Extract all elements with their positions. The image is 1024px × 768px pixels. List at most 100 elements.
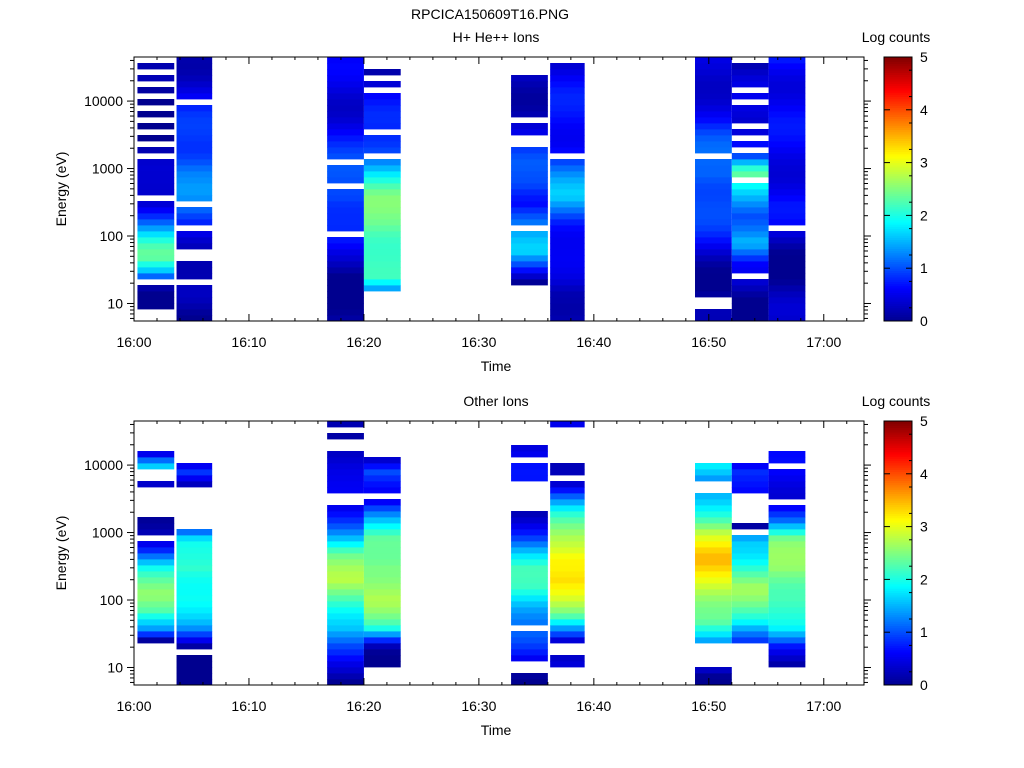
spectrogram-cell	[550, 577, 585, 584]
spectrogram-cell	[137, 523, 175, 530]
spectrogram-cell	[511, 565, 548, 572]
spectrogram-cell	[137, 297, 175, 304]
colorbar-swatch	[884, 79, 912, 82]
spectrogram-cell	[550, 613, 585, 620]
spectrogram-cell	[511, 87, 548, 94]
spectrogram-cell	[768, 57, 806, 64]
spectrogram-cell	[550, 559, 585, 566]
colorbar-swatch	[884, 467, 912, 470]
spectrogram-cell	[768, 279, 806, 286]
spectrogram-cell	[550, 553, 585, 560]
colorbar-swatch	[884, 277, 912, 280]
spectrogram-cell	[176, 285, 213, 292]
spectrogram-cell	[327, 433, 364, 440]
x-tick-label: 16:50	[691, 334, 726, 350]
spectrogram-cell	[363, 571, 401, 578]
spectrogram-cell	[768, 643, 806, 650]
spectrogram-cell	[511, 655, 548, 662]
spectrogram-cell	[768, 171, 806, 178]
spectrogram-cell	[176, 237, 213, 244]
colorbar-swatch	[884, 634, 912, 638]
spectrogram-cell	[511, 177, 548, 184]
colorbar-swatch	[884, 301, 912, 304]
colorbar-swatch	[884, 649, 912, 653]
panel-title: Other Ions	[463, 393, 528, 409]
spectrogram-cell	[137, 595, 175, 602]
spectrogram-cell	[176, 475, 213, 482]
spectrogram-cell	[550, 315, 585, 322]
spectrogram-cell	[768, 219, 806, 226]
spectrogram-cell	[176, 195, 213, 202]
spectrogram-cell	[363, 111, 401, 118]
colorbar-swatch	[884, 454, 912, 457]
spectrogram-cell	[695, 541, 732, 548]
spectrogram-cell	[550, 309, 585, 316]
spectrogram-cell	[695, 267, 732, 274]
spectrogram-cell	[550, 481, 585, 488]
spectrogram-cell	[731, 547, 769, 554]
spectrogram-cell	[550, 171, 585, 178]
colorbar-swatch	[884, 268, 912, 271]
spectrogram-cell	[327, 147, 364, 154]
colorbar-swatch	[884, 546, 912, 550]
spectrogram-cell	[768, 547, 806, 554]
colorbar-swatch	[884, 107, 912, 111]
spectrogram-cell	[695, 201, 732, 208]
colorbar-swatch	[884, 314, 912, 318]
time-column	[731, 463, 769, 644]
colorbar-swatch	[884, 219, 912, 223]
spectrogram-cell	[327, 225, 364, 232]
x-tick-label: 16:10	[231, 698, 266, 714]
colorbar-swatch	[884, 491, 912, 495]
spectrogram-cell	[731, 631, 769, 638]
spectrogram-cell	[768, 273, 806, 280]
spectrogram-cell	[176, 571, 213, 578]
colorbar-swatch	[884, 202, 912, 205]
colorbar-swatch	[884, 656, 912, 660]
spectrogram-cell	[176, 207, 213, 214]
panel-other-ions: Other Ions Energy (eV) Time Log counts 1…	[53, 393, 930, 738]
spectrogram-cell	[363, 481, 401, 488]
colorbar-swatch	[884, 114, 912, 117]
spectrogram-cell	[363, 123, 401, 130]
spectrogram-cell	[695, 231, 732, 238]
panel-h-he-ions: H+ He++ Ions Energy (eV) Time Log counts…	[53, 29, 930, 374]
spectrogram-cell	[768, 165, 806, 172]
spectrogram-cell	[511, 81, 548, 88]
colorbar-label: Log counts	[862, 29, 931, 45]
spectrogram-cell	[550, 117, 585, 124]
spectrogram-cell	[695, 673, 732, 680]
spectrogram-cell	[327, 129, 364, 136]
spectrogram-cell	[731, 219, 769, 226]
colorbar-swatch	[884, 429, 912, 433]
time-column	[327, 57, 364, 322]
spectrogram-cell	[731, 291, 769, 298]
spectrogram-cell	[695, 595, 732, 602]
time-column	[550, 63, 585, 322]
spectrogram-cell	[176, 213, 213, 220]
spectrogram-cell	[511, 213, 548, 220]
colorbar-label: Log counts	[862, 393, 931, 409]
spectrogram-cell	[550, 291, 585, 298]
spectrogram-cell	[363, 279, 401, 286]
spectrogram-cell	[695, 195, 732, 202]
spectrogram-cell	[550, 189, 585, 196]
spectrogram-cell	[768, 619, 806, 626]
spectrogram-cell	[695, 219, 732, 226]
spectrogram-cell	[137, 589, 175, 596]
spectrogram-cell	[768, 99, 806, 106]
spectrogram-cell	[695, 189, 732, 196]
colorbar-swatch	[884, 583, 912, 587]
spectrogram-cell	[363, 69, 401, 76]
spectrogram-cell	[137, 481, 175, 488]
spectrogram-cell	[137, 613, 175, 620]
colorbar-swatch	[884, 443, 912, 446]
spectrogram-cell	[327, 315, 364, 322]
spectrogram-cell	[176, 529, 213, 536]
colorbar-swatch	[884, 421, 912, 424]
spectrogram-cell	[176, 619, 213, 626]
colorbar-swatch	[884, 440, 912, 444]
spectrogram-cell	[511, 237, 548, 244]
spectrogram-cell	[550, 619, 585, 626]
colorbar-swatch	[884, 476, 912, 479]
